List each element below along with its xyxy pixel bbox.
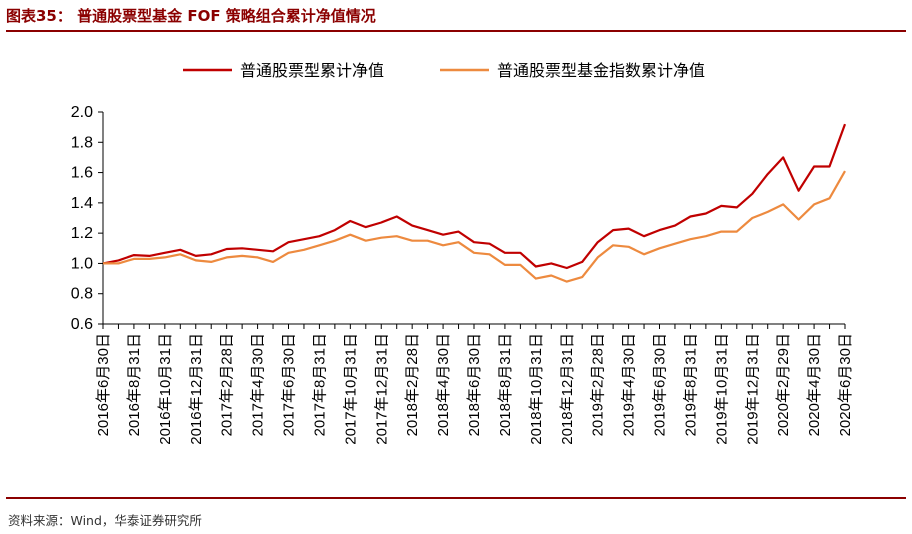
x-tick-label: 2018年8月31日 bbox=[497, 333, 514, 436]
x-tick-label: 2020年4月30日 bbox=[806, 333, 823, 436]
y-tick-label: 2.0 bbox=[71, 104, 93, 121]
y-tick-label: 1.0 bbox=[71, 255, 93, 272]
x-tick-label: 2016年10月31日 bbox=[157, 333, 174, 445]
figure-title: 图表35： 普通股票型基金 FOF 策略组合累计净值情况 bbox=[6, 7, 376, 25]
y-tick-label: 1.6 bbox=[71, 165, 93, 182]
x-tick-label: 2017年12月31日 bbox=[373, 333, 390, 445]
y-tick-label: 0.8 bbox=[71, 286, 93, 303]
chart-area: 普通股票型累计净值 普通股票型基金指数累计净值 0.6 0.8 1.0 1.2 1.4 1.… bbox=[0, 34, 912, 494]
y-tick-label: 1.2 bbox=[71, 225, 93, 242]
legend-label-2: 普通股票型基金指数累计净值 bbox=[497, 62, 705, 80]
footer-divider bbox=[6, 497, 906, 499]
y-tick-label: 1.4 bbox=[71, 195, 93, 212]
x-tick-label: 2019年10月31日 bbox=[713, 333, 730, 445]
title-divider bbox=[6, 30, 906, 32]
x-tick-label: 2018年4月30日 bbox=[435, 333, 452, 436]
x-tick-label: 2016年12月31日 bbox=[188, 333, 205, 445]
x-tick-label: 2017年4月30日 bbox=[250, 333, 267, 436]
series-line-2 bbox=[103, 170, 846, 283]
plot-lines bbox=[102, 123, 847, 283]
x-tick-label: 2019年12月31日 bbox=[744, 333, 761, 445]
x-tick-label: 2018年12月31日 bbox=[559, 333, 576, 445]
source-note: 资料来源：Wind，华泰证券研究所 bbox=[8, 513, 202, 528]
x-tick-label: 2017年6月30日 bbox=[281, 333, 298, 436]
x-tick-label: 2019年4月30日 bbox=[621, 333, 638, 436]
legend: 普通股票型累计净值 普通股票型基金指数累计净值 bbox=[183, 62, 705, 80]
figure-header: 图表35： 普通股票型基金 FOF 策略组合累计净值情况 bbox=[6, 2, 906, 32]
line-chart: 普通股票型累计净值 普通股票型基金指数累计净值 0.6 0.8 1.0 1.2 1.4 1.… bbox=[71, 62, 854, 445]
legend-label-1: 普通股票型累计净值 bbox=[240, 62, 384, 80]
x-tick-label: 2018年6月30日 bbox=[466, 333, 483, 436]
x-tick-label: 2019年2月28日 bbox=[590, 333, 607, 436]
x-tick-label: 2018年10月31日 bbox=[528, 333, 545, 445]
y-tick-label: 1.8 bbox=[71, 134, 93, 151]
x-tick-label: 2016年8月31日 bbox=[126, 333, 143, 436]
x-tick-label: 2017年10月31日 bbox=[342, 333, 359, 445]
x-tick-label: 2017年2月28日 bbox=[219, 333, 236, 436]
axes: 0.6 0.8 1.0 1.2 1.4 1.6 1.8 2.0 2016年6月30日 2016年8… bbox=[71, 104, 854, 445]
x-tick-label: 2019年6月30日 bbox=[652, 333, 669, 436]
y-tick-label: 0.6 bbox=[71, 316, 93, 333]
x-tick-label: 2017年8月31日 bbox=[311, 333, 328, 436]
x-tick-label: 2019年8月31日 bbox=[682, 333, 699, 436]
x-tick-label: 2020年2月29日 bbox=[775, 333, 792, 436]
x-tick-label: 2020年6月30日 bbox=[837, 333, 854, 436]
x-tick-label: 2018年2月28日 bbox=[404, 333, 421, 436]
series-line-1 bbox=[102, 123, 847, 270]
x-tick-label: 2016年6月30日 bbox=[95, 333, 112, 436]
